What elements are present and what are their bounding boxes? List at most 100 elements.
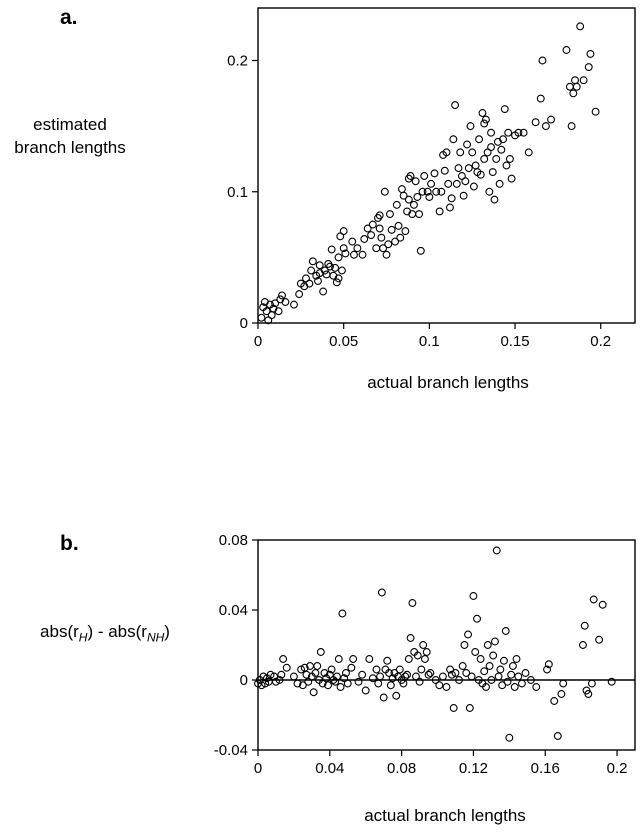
panel-b-xtick-label: 0 [254, 760, 262, 777]
panel-a-data-point [490, 195, 499, 204]
panel-a-data-point [397, 185, 406, 194]
panel-a-data-point [278, 291, 286, 300]
panel-a-data-point [571, 76, 579, 85]
panel-a-data-point [379, 244, 388, 253]
panel-b-data-point [313, 662, 322, 670]
panel-a-xtick-label: 0.05 [329, 333, 358, 350]
panel-a-data-point [492, 154, 501, 163]
panel-b-data-point [607, 677, 616, 686]
panel-b-data-point [331, 677, 340, 686]
panel-b-data-point [340, 674, 349, 683]
panel-a-data-point [367, 231, 376, 240]
panel-b-data-point [368, 674, 377, 683]
panel-a-data-point [363, 224, 372, 233]
panel-b-data-point [259, 672, 268, 681]
panel-b-ylabel-part1: abs(r [40, 622, 79, 641]
panel-b-data-point [392, 691, 401, 700]
panel-a-data-point [327, 245, 336, 254]
panel-a-data-point [377, 233, 386, 242]
panel-a-data-point [413, 193, 422, 201]
panel-b-xtick-label: 0.12 [459, 760, 488, 777]
panel-a-data-point [267, 311, 276, 320]
panel-b-data-point [270, 672, 279, 681]
panel-b-data-point [320, 669, 329, 677]
panel-b-data-point [333, 672, 341, 681]
panel-a-data-point [406, 172, 415, 180]
panel-b-ylabel: abs(rH) - abs(rNH) [0, 620, 210, 649]
panel-b-data-point [401, 672, 410, 681]
panel-a-data-point [399, 191, 408, 200]
panel-b-label: b. [60, 532, 79, 555]
panel-b-data-point [460, 641, 469, 649]
panel-a-data-point [471, 161, 480, 170]
panel-a-data-point [320, 266, 329, 275]
panel-a-data-point [485, 187, 494, 196]
panel-b-ylabel-part3: ) [164, 622, 170, 641]
panel-a-data-point [375, 224, 384, 233]
panel-b-data-point [521, 669, 530, 677]
panel-a-data-point [440, 166, 449, 175]
panel-b-data-point [327, 665, 336, 674]
panel-a-data-point [497, 145, 506, 154]
panel-b-data-point [385, 669, 394, 677]
panel-a-data-point [425, 193, 434, 201]
panel-b-xtick-label: 0.16 [531, 760, 560, 777]
panel-a-data-point [541, 122, 550, 131]
panel-a-data-point [339, 244, 348, 253]
panel-a-data-point [480, 154, 489, 163]
panel-a-data-point [415, 210, 424, 219]
panel-b-data-point [514, 672, 523, 681]
panel-b-data-point [482, 683, 490, 691]
panel-b-data-point [465, 704, 474, 712]
panel-a-data-point [332, 278, 341, 287]
panel-a-data-point [547, 115, 555, 124]
panel-a-data-point [416, 246, 425, 255]
panel-b-data-point [293, 679, 302, 688]
panel-b-ylabel-part2: ) - abs(r [87, 622, 147, 641]
panel-a-data-point [584, 63, 593, 72]
panel-a-data-point [466, 122, 475, 131]
panel-a-data-point [418, 187, 427, 196]
panel-a-data-point [307, 266, 316, 275]
panel-a-data-point [290, 300, 298, 309]
panel-a-data-point [404, 195, 413, 204]
panel-a-data-point [459, 191, 468, 200]
panel-a-data-point [392, 200, 401, 209]
panel-a-data-point [435, 207, 444, 216]
panel-b-data-point [499, 656, 508, 665]
panel-b-data-point [517, 679, 526, 688]
panel-a-data-point [394, 221, 403, 230]
panel-b-data-point [334, 655, 343, 663]
panel-a-xlabel: actual branch lengths [367, 373, 529, 392]
panel-b-data-point [447, 670, 456, 679]
panel-b-data-point [487, 676, 496, 684]
panel-b-data-point [347, 663, 356, 672]
panel-b-data-point [261, 679, 270, 688]
panel-b-data-point [309, 688, 318, 697]
panel-b-data-point [462, 669, 471, 677]
panel-b-data-point [510, 683, 519, 691]
panel-b-ytick-label: -0.04 [214, 742, 248, 759]
panel-a-data-point [478, 109, 487, 117]
panel-a-data-point [305, 279, 314, 288]
panel-b-data-point [473, 614, 481, 623]
panel-a-data-point [319, 287, 328, 296]
panel-a-data-point [420, 172, 429, 180]
panel-a-data-point [481, 115, 490, 124]
panel-b-frame [257, 539, 636, 751]
panel-a-data-point [488, 168, 497, 177]
panel-a-data-point [338, 266, 346, 275]
panel-a-data-point [524, 148, 533, 157]
panel-a-data-point [505, 154, 514, 163]
panel-b-data-point [279, 655, 288, 663]
panel-a-data-point [326, 262, 334, 271]
panel-b-data-point [343, 679, 352, 688]
panel-a-xtick-label: 0 [254, 333, 262, 350]
panel-a-data-point [360, 235, 369, 243]
panel-a-data-point [445, 203, 454, 212]
panel-b-data-point [349, 655, 358, 663]
panel-b-data-point [388, 674, 397, 683]
panel-b-ytick-label: 0 [240, 672, 248, 689]
panel-b-data-point [544, 660, 553, 669]
